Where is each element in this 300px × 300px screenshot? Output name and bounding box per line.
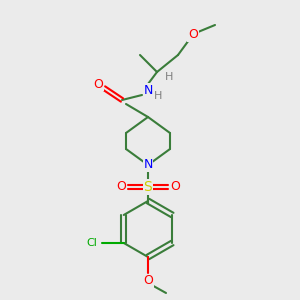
Text: H: H (165, 72, 173, 82)
Text: O: O (170, 181, 180, 194)
Text: S: S (144, 180, 152, 194)
Text: O: O (143, 274, 153, 287)
Text: H: H (154, 91, 162, 101)
Text: O: O (188, 28, 198, 41)
Text: N: N (143, 83, 153, 97)
Text: O: O (93, 77, 103, 91)
Text: Cl: Cl (86, 238, 97, 248)
Text: O: O (116, 181, 126, 194)
Text: N: N (143, 158, 153, 172)
